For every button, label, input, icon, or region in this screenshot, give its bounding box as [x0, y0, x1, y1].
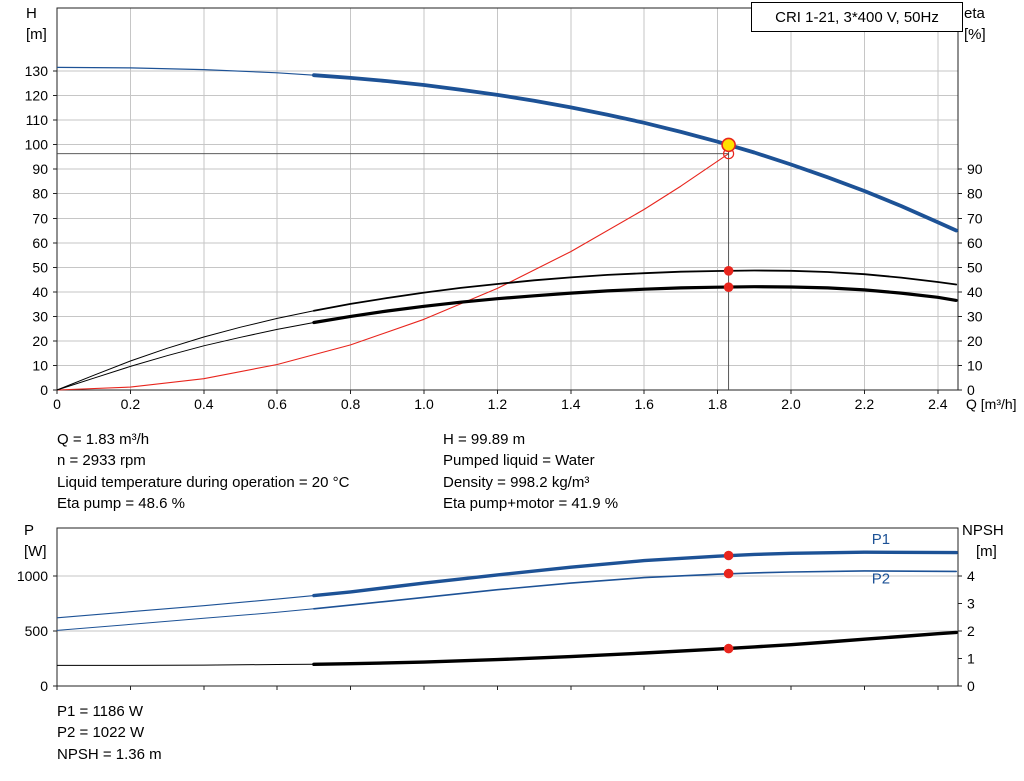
y-left-tick-label: 20 [32, 333, 48, 349]
series-eta-pump-curve [313, 269, 958, 312]
plot-frame [56, 7, 959, 391]
npsh-axis-label-symbol: NPSH [962, 522, 1004, 539]
x-tick-label: 0.4 [194, 396, 214, 412]
y-right-tick-label: 80 [967, 186, 983, 202]
y-left-tick-label: 1000 [17, 568, 48, 584]
y-left-tick-label: 70 [32, 210, 48, 226]
series-npsh-curve-thin [57, 663, 314, 666]
y-right-tick-label: 3 [967, 596, 975, 612]
y-right-tick-label: 70 [967, 210, 983, 226]
y-right-tick-label: 0 [967, 678, 975, 694]
result-liquid-temperature: Liquid temperature during operation = 20… [57, 473, 350, 491]
x-tick-label: 0.6 [267, 396, 287, 412]
series-p2-curve [313, 570, 957, 610]
y-left-tick-label: 120 [25, 88, 49, 104]
npsh-point [723, 643, 734, 654]
y-left-tick-label: 50 [32, 259, 48, 275]
y-right-tick-label: 0 [967, 382, 975, 398]
result-flow: Q = 1.83 m³/h [57, 431, 150, 448]
x-tick-label: 1.4 [561, 396, 581, 412]
p-axis-label: P [W] [24, 520, 47, 562]
x-tick-label: 1.8 [708, 396, 728, 412]
y-right-tick-label: 1 [967, 651, 975, 667]
x-axis-unit-label: Q [m³/h] [966, 396, 1017, 412]
h-axis-label: H [m] [26, 3, 47, 45]
y-left-tick-label: 10 [32, 358, 48, 374]
npsh-axis-label-unit: [m] [976, 543, 997, 560]
h-axis-label-unit: [m] [26, 26, 47, 43]
y-right-tick-label: 20 [967, 333, 983, 349]
operating-results-right: H = 99.89 m Pumped liquid = Water Densit… [443, 429, 618, 515]
x-tick-label: 0.2 [121, 396, 141, 412]
result-pumped-liquid: Pumped liquid = Water [443, 452, 595, 470]
y-right-tick-label: 2 [967, 623, 975, 639]
power-npsh-results: P1 = 1186 W P2 = 1022 W NPSH = 1.36 m [57, 701, 162, 765]
y-left-tick-label: 0 [40, 382, 48, 398]
x-tick-label: 0.8 [341, 396, 361, 412]
y-left-tick-label: 90 [32, 161, 48, 177]
y-right-tick-label: 50 [967, 259, 983, 275]
result-head: H = 99.89 m [443, 431, 526, 448]
hq-eta-chart: 0 0.2 0.4 0.6 0.8 1.0 1.2 1.4 1.6 1.8 2.0 2.2 2.4 Q [… [25, 7, 1017, 412]
result-density: Density = 998.2 kg/m³ [443, 473, 590, 491]
eta-axis-label: eta [%] [964, 3, 986, 45]
y-left-tick-label: 110 [26, 112, 49, 128]
y-left-tick-label: 30 [32, 308, 48, 324]
eta-pump-motor-point [723, 282, 734, 293]
p-axis-label-symbol: P [24, 522, 35, 539]
operating-results-left: Q = 1.83 m³/h n = 2933 rpm Liquid temper… [57, 429, 349, 515]
series-pump-qh-curve [312, 73, 959, 233]
result-eta-pump: Eta pump = 48.6 % [57, 495, 185, 513]
result-npsh: NPSH = 1.36 m [57, 745, 162, 763]
x-tick-label: 1.2 [488, 396, 508, 412]
p1-label: P1 [872, 531, 890, 548]
plot-frame [56, 527, 959, 687]
series-pump-qh-curve-thin [56, 66, 314, 76]
series-p2-curve-thin [56, 608, 314, 631]
y-left-tick-label: 80 [32, 186, 48, 202]
y-left-tick-label: 40 [32, 284, 48, 300]
series-p1-curve-thin [56, 595, 314, 619]
result-p1: P1 = 1186 W [57, 703, 144, 720]
series-p1-curve [312, 550, 958, 598]
x-tick-label: 1.6 [634, 396, 654, 412]
series-eta-pump-motor-curve-thin [56, 322, 314, 391]
npsh-axis-label: NPSH [m] [962, 520, 1004, 562]
eta-axis-label-symbol: eta [964, 5, 985, 22]
x-tick-label: 2.4 [928, 396, 948, 412]
y-right-tick-label: 4 [967, 568, 975, 584]
y-right-tick-label: 40 [967, 284, 983, 300]
eta-pump-point [723, 266, 734, 276]
p1-point [723, 550, 734, 561]
y-right-tick-label: 60 [967, 235, 983, 251]
y-right-tick-label: 30 [967, 308, 983, 324]
p-axis-label-unit: [W] [24, 543, 47, 560]
y-left-tick-label: 130 [25, 63, 49, 79]
y-left-tick-label: 0 [40, 678, 48, 694]
duty-point [721, 137, 736, 153]
x-tick-label: 2.2 [855, 396, 875, 412]
power-npsh-chart: 0 500 1000 0 1 2 3 4 P1 P2 [17, 527, 975, 694]
x-tick-label: 0 [53, 396, 61, 412]
result-eta-pump-motor: Eta pump+motor = 41.9 % [443, 495, 619, 513]
x-tick-label: 2.0 [781, 396, 801, 412]
y-left-tick-label: 500 [25, 623, 49, 639]
y-left-tick-label: 60 [32, 235, 48, 251]
y-left-tick-label: 100 [25, 137, 49, 153]
p2-label: P2 [872, 571, 890, 588]
eta-axis-label-unit: [%] [964, 26, 986, 43]
series-eta-pump-curve-thin [56, 310, 315, 391]
series-eta-pump-motor-curve [312, 285, 958, 325]
result-speed: n = 2933 rpm [57, 452, 146, 470]
result-p2: P2 = 1022 W [57, 724, 145, 742]
x-tick-label: 1.0 [414, 396, 434, 412]
series-npsh-curve [312, 630, 958, 666]
series-system-curve [56, 153, 729, 391]
y-right-tick-label: 90 [967, 161, 983, 177]
pump-model-title: CRI 1-21, 3*400 V, 50Hz [751, 2, 963, 32]
h-axis-label-symbol: H [26, 5, 37, 22]
p2-point [723, 568, 734, 579]
y-right-tick-label: 10 [967, 358, 983, 374]
